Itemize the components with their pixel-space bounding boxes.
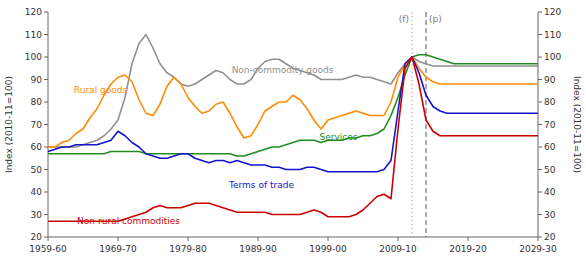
y-tick-label: 70 <box>31 120 43 130</box>
x-tick-label: 1989-90 <box>239 244 277 254</box>
x-tick-label: 1959-60 <box>29 244 67 254</box>
y2-tick <box>538 79 542 80</box>
y2-tick <box>538 34 542 35</box>
x-tick <box>328 237 329 241</box>
y2-tick-label: 100 <box>544 52 561 62</box>
y-tick <box>44 102 48 103</box>
reference-line <box>412 12 413 237</box>
y-tick <box>44 169 48 170</box>
x-tick <box>118 237 119 241</box>
y2-tick-label: 20 <box>544 232 556 242</box>
series-line <box>412 55 538 64</box>
y2-tick <box>538 192 542 193</box>
series-label: Rural goods <box>74 85 128 95</box>
y2-tick-label: 90 <box>544 75 556 85</box>
x-tick-label: 2009-10 <box>379 244 417 254</box>
x-tick-label: 1979-80 <box>169 244 207 254</box>
y-tick <box>44 237 48 238</box>
series-line <box>48 57 412 156</box>
y2-tick <box>538 214 542 215</box>
series-label: Services <box>320 132 358 142</box>
reference-label: (p) <box>429 14 442 24</box>
x-tick-label: 1969-70 <box>99 244 137 254</box>
y2-tick <box>538 147 542 148</box>
y-tick-label: 90 <box>31 75 43 85</box>
y-tick <box>44 124 48 125</box>
y2-tick-label: 50 <box>544 165 556 175</box>
series-line <box>48 57 412 147</box>
plot-area <box>48 12 538 237</box>
x-tick <box>468 237 469 241</box>
y-tick <box>44 57 48 58</box>
x-tick <box>398 237 399 241</box>
y-tick-label: 30 <box>31 210 43 220</box>
y2-tick-label: 70 <box>544 120 556 130</box>
y-tick-label: 110 <box>25 30 42 40</box>
y-tick-label: 20 <box>31 232 43 242</box>
y2-tick <box>538 124 542 125</box>
y-tick <box>44 12 48 13</box>
y-tick <box>44 34 48 35</box>
series-line <box>412 57 538 136</box>
series-line <box>48 57 412 172</box>
x-tick-label: 2019-20 <box>449 244 487 254</box>
series-label: Non-commodity goods <box>232 65 334 75</box>
y2-tick-label: 80 <box>544 97 556 107</box>
series-label: Terms of trade <box>228 180 294 190</box>
y2-tick-label: 30 <box>544 210 556 220</box>
y2-tick-label: 120 <box>544 7 561 17</box>
y2-tick <box>538 169 542 170</box>
y-tick-label: 120 <box>25 7 42 17</box>
x-tick <box>258 237 259 241</box>
y-tick <box>44 79 48 80</box>
reference-line <box>426 12 427 237</box>
y2-tick-label: 60 <box>544 142 556 152</box>
y2-axis-title: Index (2010-11=100) <box>572 76 582 173</box>
series-line <box>412 57 538 66</box>
chart: 1959-60 1969-70 1979-80 1989-90 1999-00 2009-… <box>0 0 586 265</box>
y-tick-label: 80 <box>31 97 43 107</box>
x-tick <box>538 237 539 241</box>
y2-tick-label: 110 <box>544 30 561 40</box>
y-tick-label: 60 <box>31 142 43 152</box>
y-tick-label: 100 <box>25 52 42 62</box>
y-tick <box>44 214 48 215</box>
x-tick-label: 2029-30 <box>519 244 557 254</box>
series-line <box>412 57 538 113</box>
y2-tick <box>538 57 542 58</box>
series-line <box>48 35 412 148</box>
series-line <box>48 57 412 221</box>
series-label: Non-rural commodities <box>77 216 180 226</box>
reference-label: (f) <box>399 14 409 24</box>
y2-tick <box>538 12 542 13</box>
y2-tick <box>538 237 542 238</box>
x-tick-label: 1999-00 <box>309 244 347 254</box>
x-tick <box>188 237 189 241</box>
y2-tick <box>538 102 542 103</box>
y-tick <box>44 192 48 193</box>
series-line <box>412 57 538 84</box>
y-tick-label: 40 <box>31 187 43 197</box>
x-axis-line <box>48 237 538 238</box>
y2-tick-label: 40 <box>544 187 556 197</box>
y-axis-title: Index (2010-11=100) <box>4 76 14 173</box>
y-tick-label: 50 <box>31 165 43 175</box>
x-tick <box>48 237 49 241</box>
y-tick <box>44 147 48 148</box>
